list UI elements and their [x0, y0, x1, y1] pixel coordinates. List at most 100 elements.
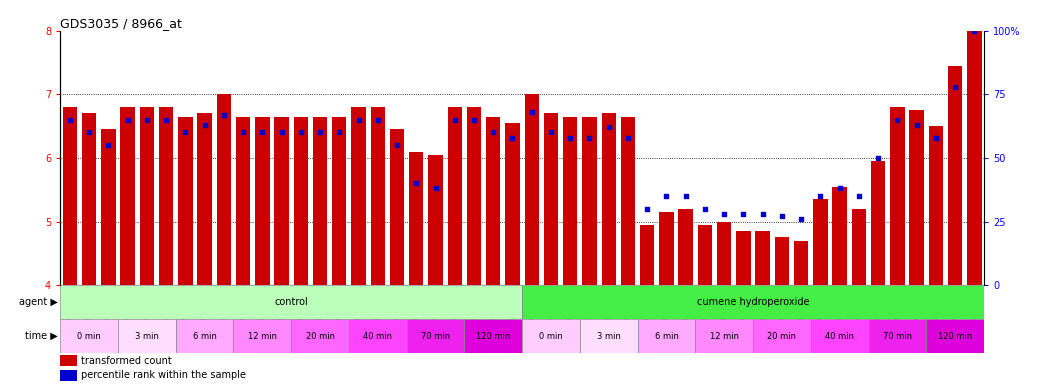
Bar	[159, 107, 173, 285]
Bar	[407, 319, 464, 353]
Bar	[274, 117, 289, 285]
Bar	[60, 319, 118, 353]
Bar	[60, 355, 77, 366]
Text: 12 min: 12 min	[248, 331, 277, 341]
Point	[581, 134, 598, 141]
Bar	[891, 107, 905, 285]
Bar	[698, 225, 712, 285]
Bar	[351, 107, 365, 285]
Bar	[332, 117, 347, 285]
Text: 6 min: 6 min	[193, 331, 217, 341]
Bar	[312, 117, 327, 285]
Point	[523, 109, 540, 115]
Bar	[522, 319, 580, 353]
Bar	[409, 152, 424, 285]
Bar	[524, 94, 539, 285]
Bar	[464, 319, 522, 353]
Point	[870, 155, 886, 161]
Bar	[217, 94, 231, 285]
Point	[716, 211, 733, 217]
Bar	[637, 319, 695, 353]
Bar	[582, 117, 597, 285]
Text: agent ▶: agent ▶	[20, 297, 58, 307]
Bar	[175, 319, 234, 353]
Bar	[118, 319, 175, 353]
Bar	[60, 369, 77, 381]
Bar	[371, 107, 385, 285]
Bar	[929, 126, 944, 285]
Point	[928, 134, 945, 141]
Point	[119, 117, 136, 123]
Bar	[869, 319, 926, 353]
Point	[947, 84, 963, 90]
Bar	[813, 199, 827, 285]
Bar	[948, 66, 962, 285]
Text: 20 min: 20 min	[767, 331, 796, 341]
Point	[793, 216, 810, 222]
Point	[831, 185, 848, 192]
Bar	[294, 117, 308, 285]
Point	[446, 117, 463, 123]
Point	[696, 206, 713, 212]
Bar	[139, 107, 154, 285]
Point	[678, 193, 694, 199]
Text: 70 min: 70 min	[421, 331, 450, 341]
Text: 70 min: 70 min	[883, 331, 912, 341]
Bar	[447, 107, 462, 285]
Point	[177, 129, 194, 136]
Text: GDS3035 / 8966_at: GDS3035 / 8966_at	[60, 17, 182, 30]
Text: 0 min: 0 min	[77, 331, 101, 341]
Point	[273, 129, 290, 136]
Bar	[429, 155, 443, 285]
Text: transformed count: transformed count	[81, 356, 172, 366]
Bar	[736, 231, 750, 285]
Point	[620, 134, 636, 141]
Text: 120 min: 120 min	[476, 331, 511, 341]
Point	[196, 122, 213, 128]
Text: 40 min: 40 min	[825, 331, 854, 341]
Point	[235, 129, 251, 136]
Point	[61, 117, 78, 123]
Point	[639, 206, 656, 212]
Text: 3 min: 3 min	[135, 331, 159, 341]
Point	[890, 117, 906, 123]
Bar	[871, 161, 885, 285]
Bar	[62, 107, 77, 285]
Point	[504, 134, 521, 141]
Point	[755, 211, 771, 217]
Text: percentile rank within the sample: percentile rank within the sample	[81, 370, 246, 380]
Bar	[486, 117, 500, 285]
Point	[158, 117, 174, 123]
Point	[428, 185, 444, 192]
Point	[388, 142, 405, 148]
Bar	[811, 319, 869, 353]
Point	[812, 193, 828, 199]
Bar	[120, 107, 135, 285]
Point	[966, 28, 983, 34]
Point	[773, 214, 790, 220]
Bar	[291, 319, 349, 353]
Bar	[236, 117, 250, 285]
Point	[562, 134, 578, 141]
Point	[600, 124, 617, 131]
Text: 6 min: 6 min	[655, 331, 679, 341]
Bar	[179, 117, 192, 285]
Bar	[659, 212, 674, 285]
Text: control: control	[274, 297, 308, 307]
Text: 3 min: 3 min	[597, 331, 621, 341]
Bar	[717, 222, 732, 285]
Text: cumene hydroperoxide: cumene hydroperoxide	[696, 297, 810, 307]
Bar	[640, 225, 654, 285]
Bar	[756, 231, 770, 285]
Bar	[60, 285, 522, 319]
Point	[543, 129, 559, 136]
Point	[350, 117, 366, 123]
Point	[658, 193, 675, 199]
Bar	[544, 113, 558, 285]
Point	[254, 129, 271, 136]
Text: 40 min: 40 min	[363, 331, 392, 341]
Point	[850, 193, 867, 199]
Bar	[909, 110, 924, 285]
Bar	[679, 209, 693, 285]
Bar	[926, 319, 984, 353]
